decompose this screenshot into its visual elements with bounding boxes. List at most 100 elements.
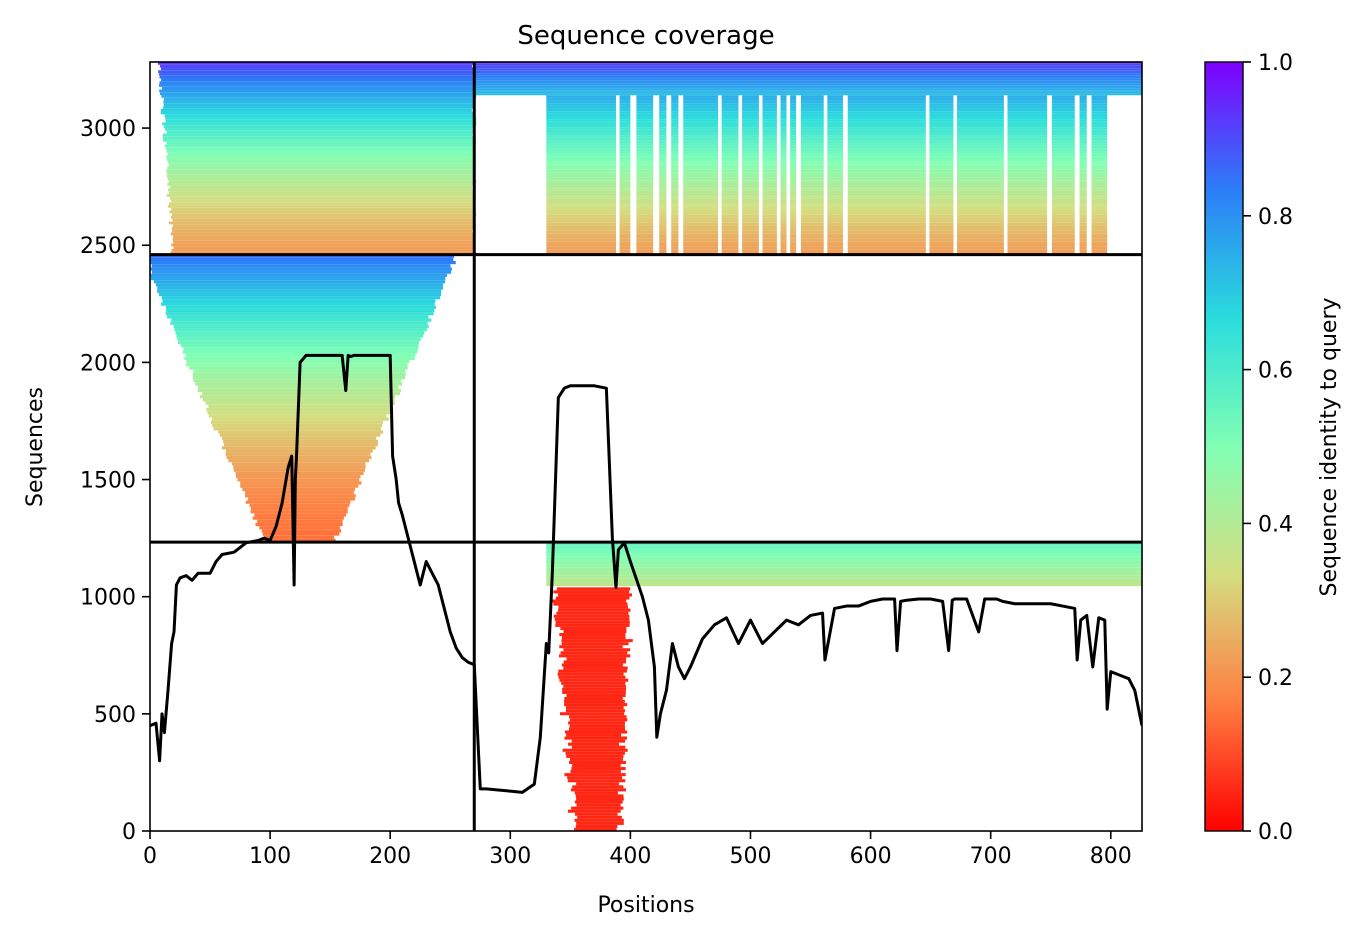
- block-a-right-row: [957, 97, 1004, 101]
- block-a-right-row: [619, 172, 631, 175]
- block-a-right-row: [957, 180, 1004, 183]
- block-a-right-row: [1079, 185, 1087, 189]
- block-a-left-row: [163, 139, 476, 142]
- block-a-left-row: [166, 174, 474, 178]
- block-a-right-row: [762, 177, 777, 181]
- block-a-right-row: [742, 135, 759, 138]
- block-a-right-row: [1091, 156, 1108, 160]
- block-a-right-row: [1079, 161, 1087, 165]
- block-a-right-row: [636, 177, 654, 181]
- block-a-right-row: [780, 105, 787, 109]
- block-a-right-row: [1079, 140, 1087, 144]
- block-c-low-row: [554, 617, 630, 621]
- block-a-right-row: [671, 159, 679, 162]
- block-a-right-row: [546, 169, 616, 173]
- block-c-low-row: [574, 818, 624, 822]
- block-a-right-row: [671, 132, 679, 136]
- block-a-right-row: [619, 164, 631, 167]
- block-a-top-row: [474, 62, 1142, 64]
- block-a-right-row: [1051, 161, 1075, 165]
- block-a-right-row: [659, 217, 667, 221]
- block-a-right-row: [721, 124, 739, 128]
- block-a-right-row: [762, 153, 777, 157]
- block-a-right-row: [1007, 243, 1048, 247]
- block-c-low-row: [576, 803, 621, 807]
- block-a-right-row: [546, 209, 616, 213]
- block-a-right-row: [659, 119, 667, 122]
- block-a-right-row: [1007, 220, 1048, 223]
- block-a-right-row: [671, 111, 679, 114]
- block-c-low-row: [553, 602, 628, 606]
- block-a-right-row: [1007, 121, 1048, 125]
- block-a-right-row: [929, 145, 954, 149]
- block-a-right-row: [683, 161, 719, 165]
- block-a-right-row: [671, 100, 679, 104]
- block-b-row: [233, 468, 365, 472]
- block-a-right-row: [790, 127, 797, 130]
- block-a-right-row: [1051, 204, 1075, 207]
- block-c-low-row: [557, 672, 624, 676]
- block-a-right-row: [929, 228, 954, 231]
- block-a-right-row: [929, 161, 954, 165]
- block-a-right-row: [671, 228, 679, 231]
- block-a-right-row: [827, 209, 843, 213]
- block-a-right-row: [1007, 140, 1048, 144]
- block-a-right-row: [636, 95, 654, 98]
- y-axis: 0 500 1000 1500 2000 2500 3000: [80, 117, 150, 845]
- block-a-right-row: [790, 209, 797, 213]
- block-a-right-row: [619, 97, 631, 101]
- block-a-right-row: [683, 206, 719, 210]
- block-a-right-row: [619, 111, 631, 114]
- block-b-row: [242, 487, 355, 491]
- block-a-right-row: [847, 113, 926, 117]
- block-a-right-row: [721, 238, 739, 242]
- block-a-right-row: [721, 233, 739, 237]
- block-a-right-row: [800, 185, 824, 189]
- block-a-right-row: [742, 164, 759, 167]
- y-axis-label: Sequences: [23, 387, 48, 507]
- block-a-right-row: [800, 121, 824, 125]
- block-a-right-row: [742, 220, 759, 223]
- block-a-right-row: [742, 209, 759, 213]
- block-a-right-row: [827, 116, 843, 120]
- block-a-top-row: [474, 68, 1142, 71]
- block-c-low-row: [559, 712, 625, 716]
- block-a-right-row: [929, 143, 954, 146]
- block-a-right-row: [929, 222, 954, 226]
- block-a-right-row: [742, 185, 759, 189]
- block-a-right-row: [619, 193, 631, 197]
- block-a-right-row: [790, 172, 797, 175]
- block-a-right-row: [636, 113, 654, 117]
- block-a-right-row: [659, 121, 667, 125]
- block-a-right-row: [683, 243, 719, 247]
- block-a-right-row: [546, 145, 616, 149]
- block-a-right-row: [827, 233, 843, 237]
- block-a-right-row: [762, 222, 777, 226]
- block-a-right-row: [659, 180, 667, 183]
- block-c-low-row: [570, 770, 621, 774]
- block-a-right-row: [827, 190, 843, 194]
- block-a-right-row: [546, 159, 616, 162]
- block-b-row: [224, 443, 378, 447]
- block-a-right-row: [671, 116, 679, 120]
- block-a-right-row: [683, 137, 719, 141]
- block-a-right-row: [800, 161, 824, 165]
- block-a-right-row: [827, 201, 843, 205]
- block-a-left-row: [163, 125, 475, 129]
- block-a-right-row: [929, 164, 954, 167]
- block-a-right-row: [827, 169, 843, 173]
- block-a-left-row: [172, 224, 476, 228]
- block-a-right-row: [721, 140, 739, 144]
- block-a-right-row: [800, 217, 824, 221]
- block-a-right-row: [800, 129, 824, 133]
- block-a-right-row: [742, 119, 759, 122]
- block-c-low-row: [558, 605, 628, 609]
- block-a-right-row: [546, 196, 616, 199]
- block-a-right-row: [762, 103, 777, 106]
- block-a-right-row: [780, 174, 787, 178]
- block-a-right-row: [762, 225, 777, 229]
- block-a-right-row: [929, 137, 954, 141]
- block-a-right-row: [1079, 230, 1087, 234]
- block-a-right-row: [790, 95, 797, 98]
- block-a-top-row: [474, 80, 1142, 82]
